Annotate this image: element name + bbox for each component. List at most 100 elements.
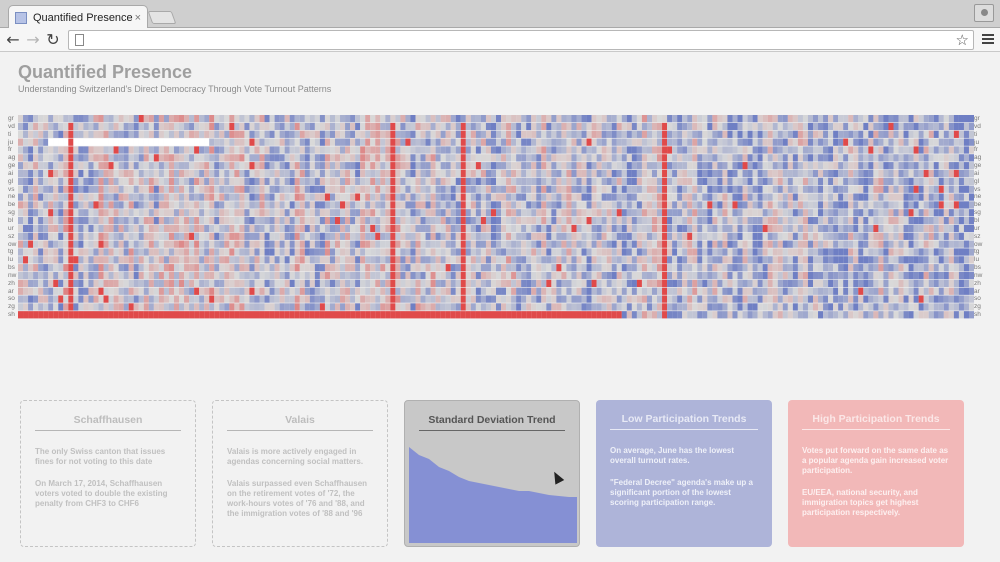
heatmap-cell [108, 209, 114, 217]
heatmap-cell [591, 193, 597, 201]
heatmap-cell [928, 169, 934, 178]
heatmap-cell [616, 115, 622, 123]
heatmap-cell [435, 193, 441, 201]
heatmap-cell [672, 240, 678, 248]
heatmap-cell [888, 177, 894, 186]
heatmap-cell [943, 240, 949, 248]
heatmap-cell [873, 311, 879, 319]
page-icon [75, 34, 84, 46]
heatmap-cell [662, 162, 668, 170]
heatmap-cell [98, 122, 104, 131]
back-icon[interactable]: ← [6, 30, 20, 49]
heatmap-cell [651, 264, 658, 272]
heatmap-cell [797, 256, 803, 264]
browser-tab[interactable]: Quantified Presence × [8, 5, 148, 29]
heatmap-cell [490, 264, 497, 272]
heatmap-cell [294, 248, 300, 256]
heatmap-cell [677, 287, 683, 295]
heatmap-cell [224, 122, 230, 131]
heatmap-cell [118, 264, 124, 272]
heatmap-cell [667, 130, 673, 138]
heatmap-cell [511, 303, 517, 311]
heatmap-cell [672, 177, 678, 186]
heatmap-cell [138, 217, 144, 225]
heatmap-cell [651, 295, 658, 303]
heatmap-cell [953, 303, 959, 311]
bookmark-star-icon[interactable]: ☆ [955, 31, 969, 49]
heatmap-cell [752, 287, 758, 295]
heatmap-cell [209, 303, 215, 311]
heatmap-cell [611, 295, 617, 303]
heatmap-cell [93, 138, 99, 146]
heatmap-cell [968, 232, 974, 240]
heatmap-cell [923, 256, 929, 264]
heatmap-cell [782, 264, 788, 272]
heatmap-cell [390, 224, 396, 233]
heatmap-cell [350, 169, 356, 178]
heatmap-cell [224, 232, 230, 240]
close-tab-icon[interactable]: × [134, 11, 141, 24]
heatmap-cell [78, 209, 84, 217]
heatmap-cell [324, 224, 331, 233]
heatmap-cell [123, 138, 129, 146]
heatmap-cell [199, 303, 205, 311]
heatmap-cell [274, 232, 280, 240]
heatmap-cell [717, 122, 723, 131]
heatmap-cell [53, 130, 59, 138]
heatmap-cell [843, 311, 849, 319]
heatmap-cell [611, 248, 617, 256]
heatmap-cell [219, 130, 225, 138]
heatmap-cell [43, 217, 49, 225]
heatmap-cell [536, 303, 542, 311]
heatmap-cell [103, 185, 109, 193]
heatmap-cell [289, 240, 295, 248]
address-bar[interactable]: ☆ [68, 30, 974, 50]
row-label: ti [8, 130, 12, 138]
heatmap-cell [938, 115, 944, 123]
heatmap-cell [249, 303, 255, 311]
heatmap-cell [33, 232, 39, 240]
heatmap-cell [334, 271, 341, 280]
forward-icon[interactable]: → [26, 30, 40, 49]
heatmap-cell [204, 232, 210, 240]
heatmap-cell [772, 240, 778, 248]
heatmap-cell [199, 295, 205, 303]
heatmap-cell [214, 264, 220, 272]
heatmap-cell [812, 201, 819, 209]
heatmap-cell [23, 177, 29, 186]
heatmap-cell [662, 240, 668, 248]
heatmap-cell [365, 295, 371, 303]
heatmap-cell [898, 279, 904, 288]
heatmap-cell [490, 287, 497, 295]
heatmap-grid[interactable] [18, 115, 974, 319]
heatmap-cell [541, 177, 547, 186]
heatmap-cell [289, 271, 295, 280]
reload-icon[interactable]: ↻ [46, 30, 60, 49]
heatmap-cell [591, 295, 597, 303]
heatmap-cell [561, 122, 567, 131]
heatmap-cell [898, 138, 904, 146]
heatmap-cell [672, 138, 678, 146]
heatmap-cell [173, 177, 180, 186]
heatmap-cell [199, 279, 205, 288]
menu-icon[interactable] [982, 32, 994, 47]
heatmap-cell [777, 185, 783, 193]
row-label: be [8, 201, 16, 209]
heatmap-cell [767, 177, 773, 186]
heatmap-cell [98, 138, 104, 146]
heatmap-cell [118, 240, 124, 248]
heatmap-cell [199, 240, 205, 248]
new-tab-button[interactable] [147, 11, 177, 24]
heatmap-cell [878, 193, 884, 201]
profile-icon[interactable] [974, 4, 994, 22]
heatmap-cell [199, 264, 205, 272]
heatmap-cell [722, 264, 728, 272]
heatmap-cell [410, 271, 416, 280]
heatmap-cell [883, 295, 889, 303]
heatmap-cell [68, 287, 74, 295]
heatmap-cell [717, 217, 723, 225]
heatmap-cell [742, 122, 748, 131]
heatmap-cell [682, 201, 688, 209]
heatmap-cell [58, 169, 64, 178]
heatmap-cell [677, 240, 683, 248]
